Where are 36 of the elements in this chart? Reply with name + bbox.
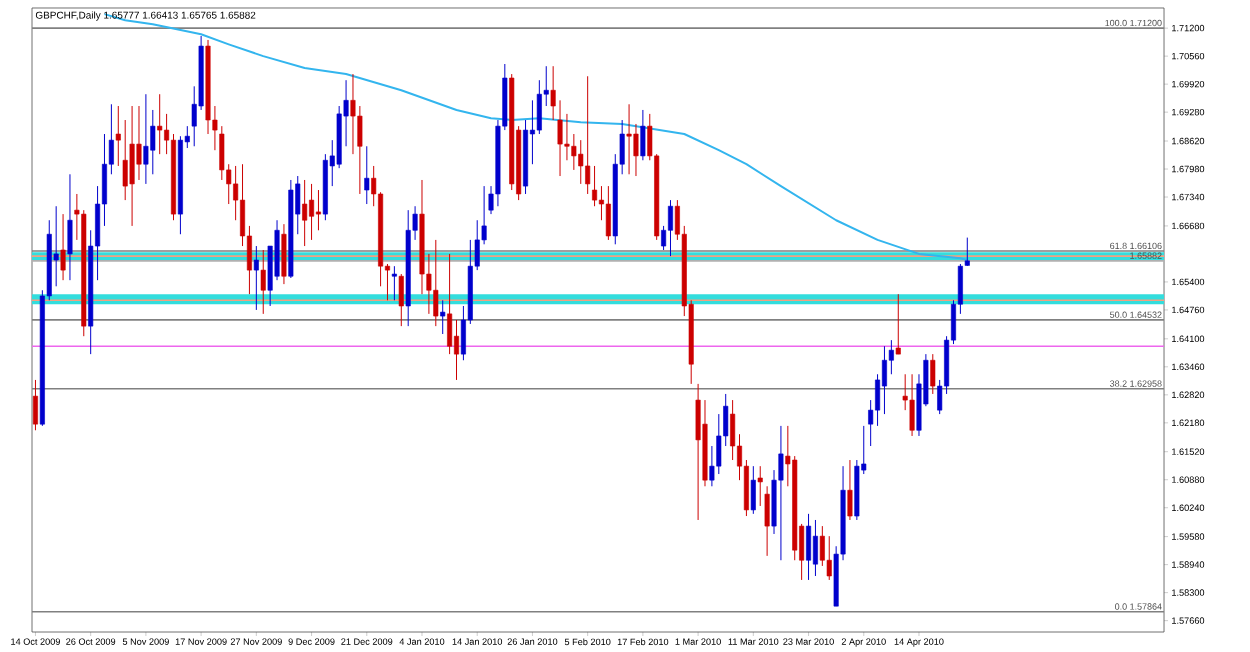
candlestick [592,165,598,207]
candlestick [454,319,460,381]
candlestick [157,93,163,155]
candlestick [433,239,439,327]
candlestick [391,265,397,301]
candlestick [695,383,701,521]
candlestick [315,189,321,231]
candlestick [730,399,736,461]
candlestick [812,519,818,577]
candlestick [930,353,936,395]
candlestick [640,109,646,161]
candlestick [667,199,673,257]
candlestick [302,179,308,247]
candlestick [806,513,812,581]
candlestick [143,93,149,185]
candlestick [129,105,135,227]
candlestick [847,459,853,521]
candlestick [605,185,611,241]
candlestick [895,293,901,355]
candlestick [253,245,259,311]
candlestick [447,253,453,355]
candlestick [136,105,142,181]
candlestick [778,425,784,561]
candlestick [281,223,287,285]
candlestick [309,183,315,241]
candlestick [32,379,38,431]
candlestick [67,173,73,281]
candlestick [881,345,887,415]
candlestick [909,373,915,437]
candlestick [398,273,404,327]
candlestick [260,249,266,315]
candlestick [750,465,756,515]
candlestick [626,103,632,175]
candlestick [364,145,370,205]
candlestick [60,213,66,281]
candlestick [440,299,446,335]
